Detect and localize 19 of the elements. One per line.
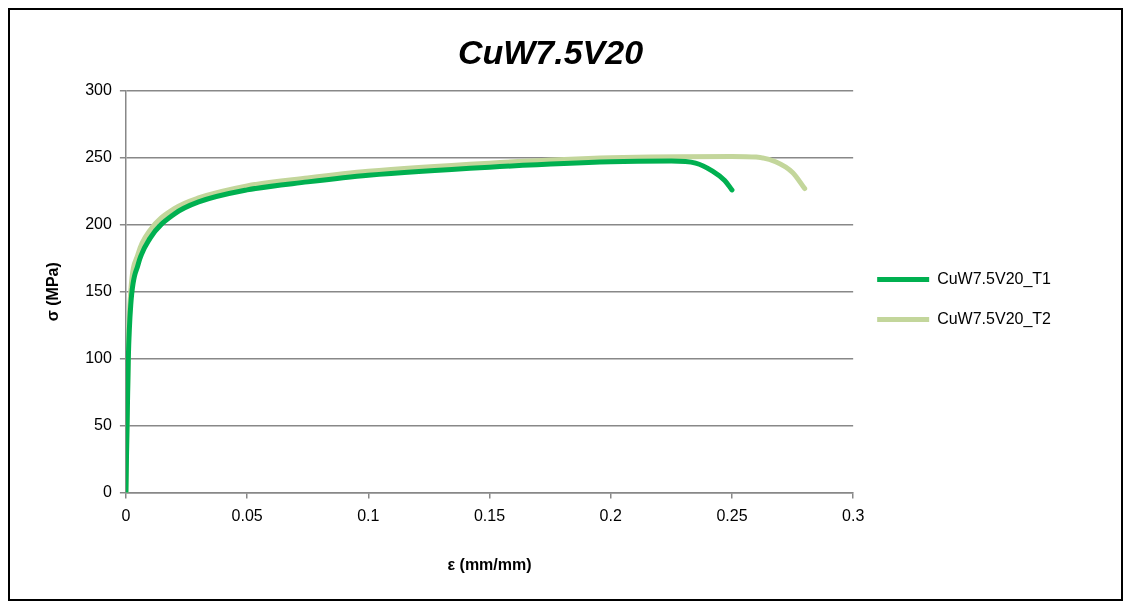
x-tick-label: 0.15	[473, 506, 506, 524]
y-tick-label: 100	[85, 349, 112, 367]
legend-label: CuW7.5V20_T2	[937, 309, 1052, 328]
y-tick-label: 0	[102, 483, 112, 501]
chart-title: CuW7.5V20	[457, 32, 644, 71]
x-tick-label: 0	[121, 506, 131, 524]
y-tick-label: 50	[94, 416, 112, 434]
x-tick-label: 0.1	[357, 506, 380, 524]
x-tick-label: 0.05	[231, 506, 263, 524]
y-tick-label: 300	[85, 81, 112, 99]
legend-label: CuW7.5V20_T1	[937, 269, 1052, 288]
x-tick-label: 0.25	[716, 506, 748, 524]
x-tick-label: 0.3	[842, 506, 865, 524]
y-tick-label: 200	[85, 215, 112, 233]
y-tick-label: 150	[85, 282, 112, 300]
x-tick-label: 0.2	[599, 506, 622, 524]
y-axis-title: σ (MPa)	[44, 262, 62, 322]
x-axis-title: ε (mm/mm)	[447, 555, 532, 573]
y-tick-label: 250	[85, 148, 112, 166]
